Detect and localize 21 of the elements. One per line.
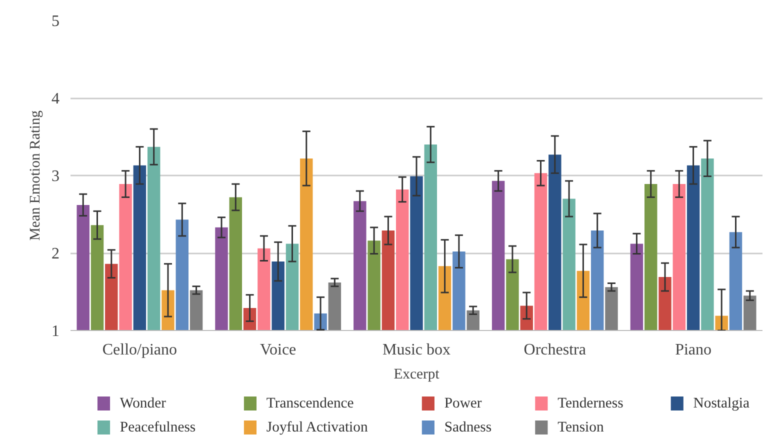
legend-label: Joyful Activation (266, 420, 368, 436)
x-tick-label: Piano (675, 342, 712, 358)
legend-label: Power (444, 396, 482, 412)
legend-label: Nostalgia (693, 396, 750, 412)
x-tick-label: Voice (260, 342, 296, 358)
legend-label: Tension (558, 420, 604, 436)
legend-label: Tenderness (558, 396, 624, 412)
y-tick-label: 4 (52, 90, 60, 108)
x-axis-title: Excerpt (394, 366, 440, 382)
x-tick-label: Music box (382, 342, 450, 358)
y-tick-label: 3 (52, 168, 60, 185)
y-tick-label: 1 (52, 323, 60, 340)
legend-label: Transcendence (266, 396, 354, 412)
x-tick-label: Cello/piano (102, 342, 178, 358)
legend-label: Wonder (120, 396, 166, 412)
legend-label: Peacefulness (120, 420, 196, 436)
legend-label: Sadness (444, 420, 492, 436)
y-axis-title: Mean Emotion Rating (28, 110, 44, 241)
y-tick-label: 5 (52, 13, 60, 30)
x-tick-label: Orchestra (524, 342, 586, 358)
y-tick-label: 2 (52, 246, 60, 262)
